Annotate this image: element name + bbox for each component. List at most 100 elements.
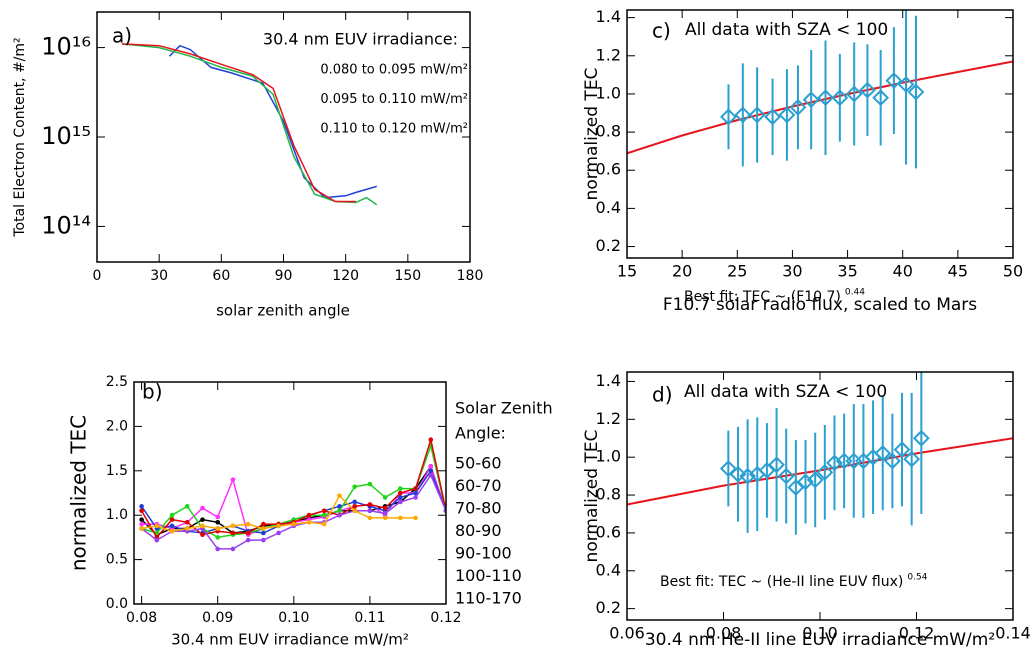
data-point — [768, 456, 785, 474]
x-tick-label: 40 — [893, 262, 913, 281]
point — [413, 495, 418, 500]
legend-entry: 110-170 — [455, 589, 522, 608]
point — [413, 490, 418, 496]
point — [169, 528, 175, 534]
point — [428, 464, 434, 469]
x-tick-label: 50 — [1003, 262, 1023, 281]
point — [321, 508, 327, 514]
panel-label: a) — [112, 24, 132, 48]
point — [245, 530, 251, 536]
fit-label: Best fit: TEC ~ (F10.7) — [684, 289, 841, 305]
x-axis-label: 30.4 nm EUV irradiance mW/m² — [171, 631, 409, 649]
fit-exponent: 0.54 — [907, 573, 927, 583]
data-point — [893, 441, 911, 459]
x-tick-label: 150 — [394, 268, 421, 284]
point — [245, 521, 251, 527]
x-tick-label: 0 — [93, 268, 102, 284]
annotation: All data with SZA < 100 — [684, 382, 887, 402]
annotation: All data with SZA < 100 — [685, 20, 888, 40]
point — [230, 523, 236, 529]
data-point — [897, 75, 915, 93]
data-point — [764, 108, 781, 126]
point — [200, 517, 205, 522]
panel-label: c) — [652, 19, 671, 43]
point — [428, 468, 434, 474]
legend-entry: 100-110 — [455, 566, 522, 585]
point — [139, 508, 144, 514]
plot-frame — [133, 381, 447, 605]
data-point — [816, 463, 834, 481]
point — [184, 526, 190, 531]
y-tick-label: 0.6 — [596, 522, 621, 541]
legend-entry: 80-90 — [455, 521, 502, 540]
data-point — [778, 106, 796, 124]
data-point — [729, 465, 747, 483]
point — [245, 537, 251, 543]
data-point — [912, 429, 930, 447]
data-point — [903, 450, 921, 468]
point — [352, 508, 357, 514]
y-axis-label: normalized TEC — [582, 430, 602, 563]
point — [261, 526, 266, 531]
x-axis-label: F10.7 solar radio flux, scaled to Mars — [663, 295, 977, 315]
x-tick-label: 20 — [672, 262, 692, 281]
data-point — [748, 106, 766, 124]
point — [382, 511, 388, 516]
y-tick-label: 1.2 — [596, 409, 621, 428]
legend-entry: 70-80 — [455, 499, 502, 518]
point — [337, 493, 342, 498]
panel — [626, 371, 1014, 621]
y-tick-label: 2.0 — [106, 418, 128, 434]
x-tick-label: 0.12 — [430, 610, 461, 626]
point — [230, 530, 236, 536]
point — [261, 530, 266, 536]
data-point — [734, 106, 752, 124]
point — [169, 512, 175, 518]
y-axis-label: normalized TEC — [582, 68, 602, 201]
x-tick-label: 15 — [617, 262, 637, 281]
point — [169, 523, 175, 529]
data-point — [907, 83, 925, 101]
x-tick-label: 0.06 — [609, 624, 645, 643]
point — [276, 530, 281, 536]
point — [398, 486, 403, 491]
data-point — [720, 108, 737, 126]
legend-entry: 60-70 — [455, 476, 502, 495]
plot-frame — [626, 371, 1014, 621]
x-tick-label: 0.09 — [202, 610, 233, 626]
point — [230, 546, 236, 552]
point — [215, 514, 221, 520]
point — [367, 515, 373, 521]
point — [200, 505, 205, 511]
data-point — [817, 89, 834, 107]
legend-title: Angle: — [455, 424, 506, 443]
x-axis-label: solar zenith angle — [216, 302, 350, 320]
panel-label: d) — [652, 383, 673, 407]
point — [398, 515, 403, 521]
point — [169, 517, 175, 522]
y-tick-label: 0.2 — [596, 598, 621, 617]
data-point — [883, 452, 901, 470]
point — [139, 517, 144, 522]
y-tick-label: 0.8 — [596, 485, 621, 504]
y-tick-label: 2.5 — [106, 374, 128, 390]
data-point — [806, 471, 824, 489]
point — [398, 495, 403, 500]
x-tick-label: 0.10 — [802, 624, 838, 643]
data-point — [826, 454, 843, 472]
y-tick-label: 10¹⁴ — [41, 211, 91, 239]
y-tick-label: 0.5 — [106, 552, 128, 568]
x-tick-label: 60 — [212, 268, 230, 284]
data-point — [739, 467, 757, 485]
plot-area — [121, 43, 378, 206]
x-tick-label: 30 — [150, 268, 168, 284]
point — [215, 535, 221, 540]
y-tick-label: 10¹⁶ — [41, 33, 91, 61]
point — [352, 504, 357, 509]
series-line — [141, 473, 446, 550]
point — [367, 508, 373, 514]
data-point — [831, 89, 849, 107]
y-tick-label: 1.0 — [106, 507, 128, 523]
x-tick-label: 0.14 — [995, 624, 1031, 643]
